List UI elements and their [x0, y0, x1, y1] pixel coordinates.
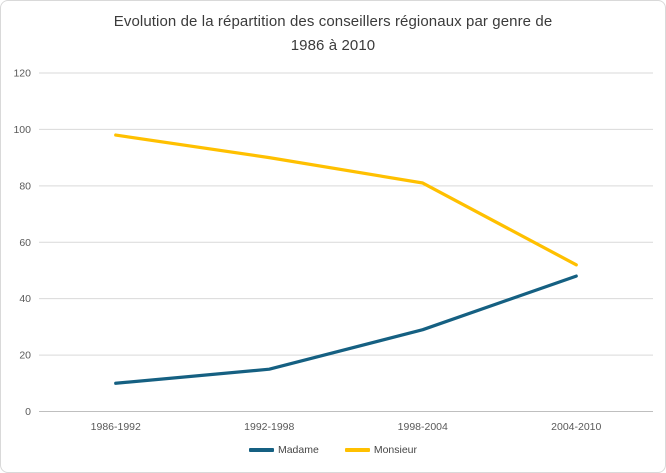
x-tick-label: 2004-2010: [551, 421, 601, 433]
chart-title-line-1: Evolution de la répartition des conseill…: [113, 13, 553, 30]
y-tick-label: 120: [13, 68, 31, 80]
chart-legend: Madame Monsieur: [1, 444, 665, 456]
y-tick-label: 40: [19, 293, 31, 305]
y-tick-label: 0: [25, 406, 31, 418]
y-tick-label: 60: [19, 237, 31, 249]
x-tick-label: 1986-1992: [91, 421, 141, 433]
legend-label: Monsieur: [373, 444, 418, 456]
x-tick-label: 1992-1998: [244, 421, 294, 433]
chart-title-line-2: 1986 à 2010: [290, 37, 376, 54]
y-tick-label: 100: [13, 124, 31, 136]
x-tick-label: 1998-2004: [398, 421, 448, 433]
chart-title: Evolution de la répartition des conseill…: [1, 10, 665, 58]
legend-item-monsieur: Monsieur: [344, 444, 418, 456]
y-tick-label: 20: [19, 350, 31, 362]
series-line-monsieur: [114, 133, 578, 267]
legend-swatch-madame: [248, 448, 274, 452]
legend-label: Madame: [277, 444, 319, 456]
y-tick-label: 80: [19, 180, 31, 192]
legend-swatch-monsieur: [344, 448, 370, 452]
legend-item-madame: Madame: [248, 444, 319, 456]
series-line-madame: [114, 274, 578, 385]
